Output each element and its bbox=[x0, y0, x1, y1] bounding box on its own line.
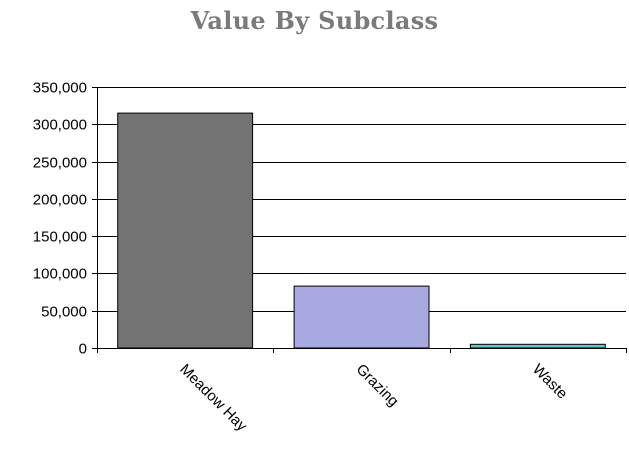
y-tick-label: 350,000 bbox=[33, 80, 87, 97]
y-tick-labels: 0 50,000 100,000 150,000 200,000 250,000 300,0… bbox=[33, 80, 87, 358]
y-tick-label: 0 bbox=[79, 341, 87, 358]
x-tick-label: Meadow Hay bbox=[176, 361, 250, 435]
x-tick-label: Waste bbox=[529, 361, 571, 403]
axes bbox=[92, 87, 627, 353]
bars bbox=[117, 112, 606, 349]
chart-title: Value By Subclass bbox=[190, 6, 439, 35]
bar-grazing bbox=[293, 285, 430, 349]
y-tick-label: 250,000 bbox=[33, 155, 87, 172]
x-tick-labels: Meadow Hay Grazing Waste bbox=[176, 361, 570, 435]
y-tick-label: 100,000 bbox=[33, 266, 87, 283]
x-tick-label: Grazing bbox=[353, 361, 402, 410]
y-tick-label: 200,000 bbox=[33, 192, 87, 209]
bar-waste bbox=[469, 343, 606, 349]
y-tick-label: 300,000 bbox=[33, 117, 87, 134]
bar-meadow-hay bbox=[117, 112, 254, 349]
y-tick-label: 50,000 bbox=[41, 304, 87, 321]
y-tick-label: 150,000 bbox=[33, 229, 87, 246]
